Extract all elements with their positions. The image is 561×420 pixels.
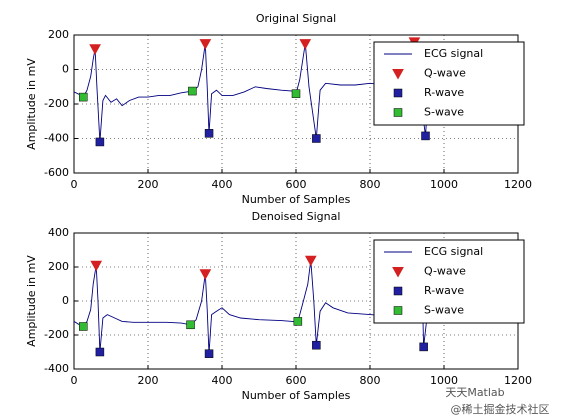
watermark: 天天Matlab (445, 386, 504, 399)
marker (421, 131, 430, 141)
legend-label: ECG signal (424, 245, 483, 258)
y-tick-label: -400 (44, 132, 69, 145)
marker (304, 255, 317, 267)
x-tick-label: 1000 (430, 374, 458, 387)
y-tick-label: -600 (44, 166, 69, 179)
marker (293, 317, 303, 326)
x-tick-label: 1000 (430, 178, 458, 191)
marker (199, 269, 212, 280)
legend-label: Q-wave (424, 265, 466, 278)
legend: ECG signal Q-wave R-wave S-wave (373, 41, 525, 126)
chart-title: Original Signal (256, 12, 336, 25)
marker (291, 89, 301, 98)
legend-label: Q-wave (424, 67, 466, 80)
x-tick-label: 200 (138, 374, 159, 387)
y-tick-label: 0 (62, 294, 69, 307)
y-tick-label: -200 (44, 328, 69, 341)
x-tick-label: 1200 (504, 178, 532, 191)
y-tick-label: -200 (44, 97, 69, 110)
x-tick-label: 200 (138, 178, 159, 191)
x-tick-label: 400 (212, 178, 233, 191)
y-axis-label: Amplitude in mV (25, 58, 38, 150)
marker (419, 342, 428, 352)
legend-label: R-wave (424, 86, 464, 99)
y-axis-label: Amplitude in mV (25, 255, 38, 347)
x-tick-label: 0 (71, 178, 78, 191)
marker (204, 349, 214, 358)
legend: ECG signal Q-wave R-wave S-wave (373, 239, 525, 324)
x-tick-label: 800 (360, 178, 381, 191)
marker (79, 92, 88, 102)
marker (392, 267, 404, 278)
marker (204, 129, 214, 138)
marker (312, 340, 321, 350)
y-tick-label: 400 (48, 226, 69, 239)
legend-label: ECG signal (424, 47, 483, 60)
marker (199, 39, 212, 50)
legend-label: S-wave (424, 106, 464, 119)
x-tick-label: 1200 (504, 374, 532, 387)
x-tick-label: 400 (212, 374, 233, 387)
x-tick-label: 600 (286, 178, 307, 191)
marker (89, 44, 101, 55)
marker (79, 322, 88, 331)
y-tick-label: 200 (48, 260, 69, 273)
x-tick-label: 0 (71, 374, 78, 387)
y-tick-label: -400 (44, 362, 69, 375)
x-axis-label: Number of Samples (242, 193, 351, 206)
marker (393, 88, 403, 98)
legend-label: R-wave (424, 284, 464, 297)
marker (186, 320, 195, 330)
marker (393, 108, 403, 117)
marker (95, 137, 105, 147)
y-tick-label: 0 (62, 63, 69, 76)
marker (90, 260, 103, 272)
marker (299, 39, 312, 50)
x-tick-label: 800 (360, 374, 381, 387)
marker (393, 306, 403, 315)
chart-title: Denoised Signal (252, 210, 341, 223)
x-axis-label: Number of Samples (242, 389, 351, 402)
legend-label: S-wave (424, 304, 464, 317)
marker (188, 86, 197, 96)
marker (95, 347, 105, 357)
x-tick-label: 600 (286, 374, 307, 387)
marker (393, 286, 403, 296)
y-tick-label: 200 (48, 28, 69, 41)
watermark: @稀土掘金技术社区 (451, 402, 550, 416)
marker (392, 69, 404, 80)
marker (312, 134, 321, 143)
